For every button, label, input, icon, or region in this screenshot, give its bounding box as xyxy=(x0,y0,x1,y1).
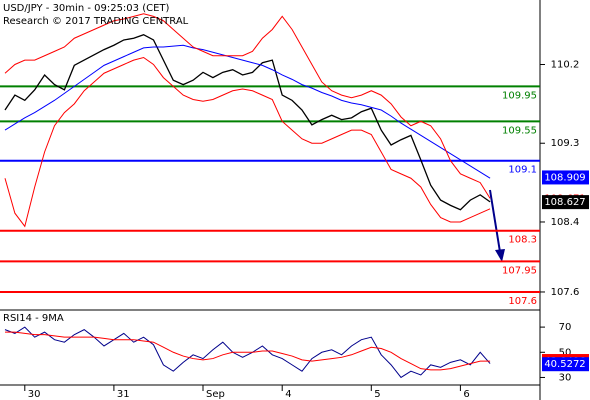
last-value-box xyxy=(542,170,589,185)
x-tick-label: 31 xyxy=(117,389,130,400)
level-label: 109.95 xyxy=(502,90,537,101)
series-line xyxy=(4,44,491,179)
y-tick-label: 50 xyxy=(559,347,572,358)
x-tick-label: 30 xyxy=(28,389,41,400)
y-tick-label: 109.3 xyxy=(551,138,580,149)
level-label: 109.55 xyxy=(502,125,537,136)
chart-subtitle: Research © 2017 TRADING CENTRAL xyxy=(3,16,189,27)
rsi-title: RSI14 - 9MA xyxy=(3,313,64,324)
y-tick-label: 107.6 xyxy=(551,287,580,298)
level-label: 109.1 xyxy=(508,165,537,176)
y-tick-label: 108.4 xyxy=(551,217,580,228)
arrow-head xyxy=(495,249,505,262)
last-value-label: 40.5272 xyxy=(544,359,585,370)
series-line xyxy=(4,326,491,379)
y-tick-label: 70 xyxy=(559,322,572,333)
last-value-label: 108.627 xyxy=(544,197,585,208)
series-line xyxy=(5,331,491,371)
series-line xyxy=(4,34,491,211)
level-label: 107.6 xyxy=(508,296,537,307)
chart-title: USD/JPY - 30min - 09:25:03 (CET) xyxy=(3,3,170,14)
last-value-label: 108.909 xyxy=(544,172,585,183)
x-tick-label: Sep xyxy=(206,389,225,400)
x-tick-label: 4 xyxy=(285,389,291,400)
y-tick-label: 110.2 xyxy=(551,59,580,70)
level-label: 108.3 xyxy=(508,235,537,246)
level-label: 107.95 xyxy=(502,265,537,276)
x-tick-label: 6 xyxy=(463,389,469,400)
series-line xyxy=(4,13,491,199)
series-line xyxy=(4,56,491,228)
x-tick-label: 5 xyxy=(374,389,380,400)
last-value-box xyxy=(542,357,589,372)
last-value-box xyxy=(542,195,589,210)
forecast-arrow xyxy=(489,189,501,253)
y-tick-label: 30 xyxy=(559,372,572,383)
